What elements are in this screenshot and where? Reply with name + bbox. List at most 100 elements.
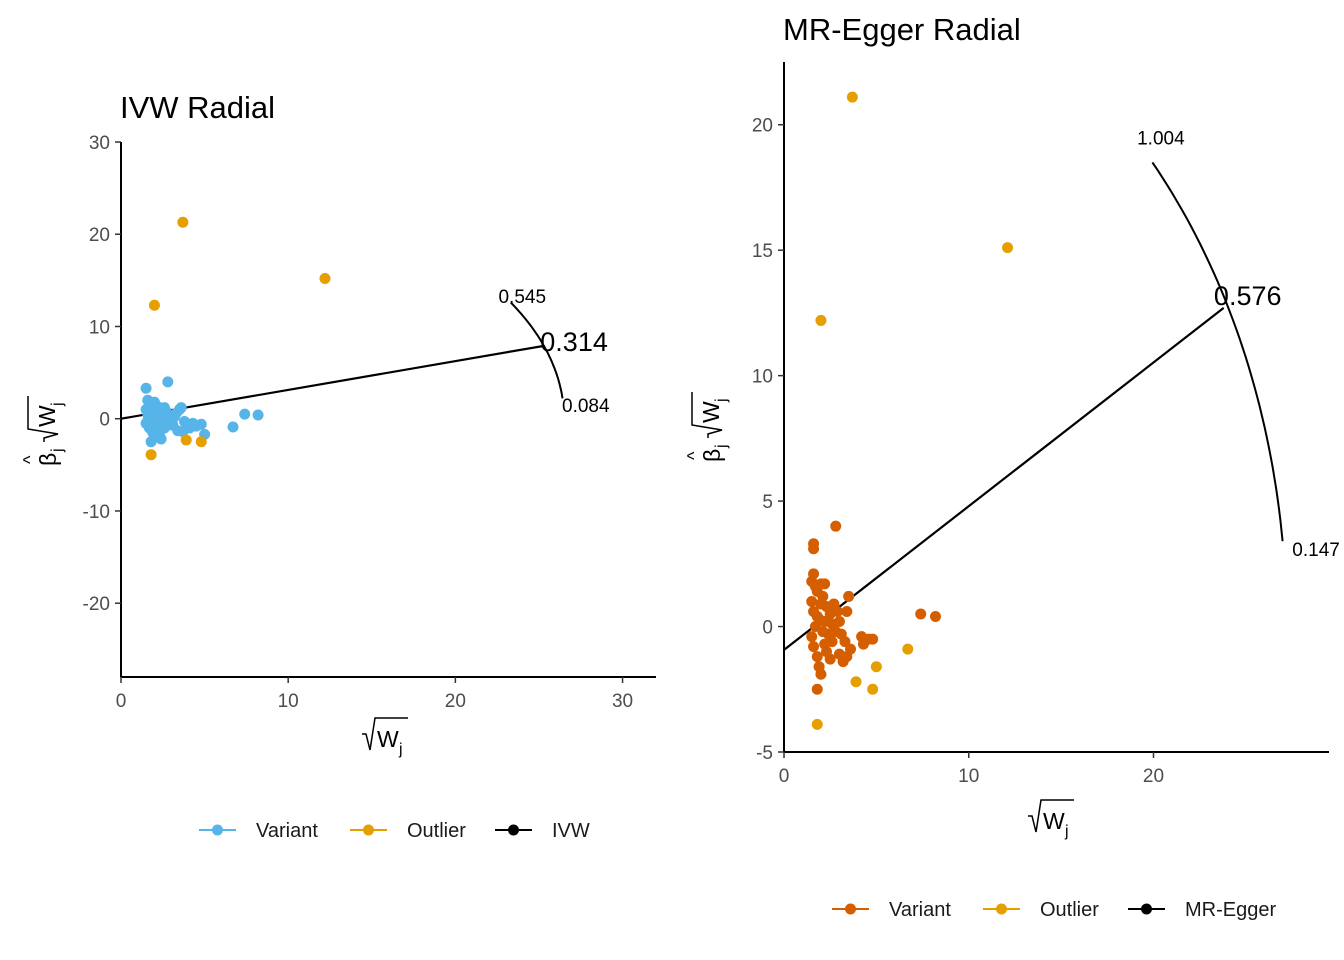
data-point-variant	[806, 631, 818, 643]
svg-text:W: W	[34, 405, 60, 427]
data-point-variant	[830, 626, 842, 638]
x-axis-label: W j	[1028, 799, 1074, 840]
radial-scale-arc	[1151, 161, 1284, 542]
svg-text:β: β	[35, 453, 61, 466]
data-marks	[783, 91, 1284, 730]
data-point-variant	[806, 595, 818, 607]
data-point-outlier	[867, 683, 879, 695]
data-point-variant	[155, 433, 167, 445]
y-tick-label: 20	[752, 116, 773, 137]
data-point-variant	[145, 436, 157, 448]
data-point-variant	[915, 608, 927, 620]
legend-label: Outlier	[1040, 899, 1099, 921]
fit-line	[783, 307, 1225, 651]
y-tick-label: -10	[83, 502, 110, 523]
x-axis-label: W j	[362, 717, 408, 758]
radial-scale-label: 0.147	[1292, 540, 1340, 561]
legend-label: MR-Egger	[1185, 899, 1276, 921]
data-point-variant	[815, 598, 827, 610]
legend-label: Variant	[889, 899, 951, 921]
data-point-variant	[815, 668, 827, 680]
data-point-variant	[832, 605, 844, 617]
data-point-outlier	[195, 436, 207, 448]
legend-label: Outlier	[407, 820, 466, 842]
svg-text:j: j	[713, 444, 730, 449]
y-tick-label: 0	[99, 410, 110, 431]
data-point-outlier	[145, 449, 157, 461]
svg-text:^: ^	[684, 451, 704, 460]
data-point-outlier	[846, 91, 858, 103]
data-point-outlier	[148, 299, 160, 311]
chart-title: MR-Egger Radial	[783, 12, 1021, 47]
radial-scale-label: 0.545	[498, 287, 546, 308]
data-point-variant	[833, 616, 845, 628]
svg-text:j: j	[49, 402, 66, 407]
panel-ivw-radial: IVW Radial 0 10 20 30 -20 -10 0 10 20 30 0.545 0.3…	[20, 90, 656, 842]
data-point-variant	[195, 418, 207, 430]
y-tick-label: 5	[762, 492, 773, 513]
svg-text:β: β	[699, 449, 725, 462]
y-tick-label: 20	[89, 225, 110, 246]
panel-mr-egger-radial: MR-Egger Radial 0 10 20 -5 0 5 10 15 20 1.004 0.5…	[684, 12, 1340, 921]
data-point-variant	[152, 418, 164, 430]
annotations: 0.545 0.314 0.084	[498, 287, 610, 417]
y-tick-label: -20	[83, 594, 110, 615]
data-point-outlier	[319, 273, 331, 285]
data-point-variant	[839, 636, 851, 648]
annotations: 1.004 0.576 0.147	[1137, 128, 1340, 560]
svg-text:j: j	[713, 398, 730, 403]
svg-text:W: W	[1043, 808, 1065, 834]
svg-text:W: W	[377, 726, 399, 752]
data-point-outlier	[870, 661, 882, 673]
data-point-variant	[811, 651, 823, 663]
y-tick-label: 30	[89, 133, 110, 154]
y-tick-label: 10	[752, 367, 773, 388]
data-point-variant	[817, 626, 829, 638]
chart-title: IVW Radial	[120, 90, 275, 125]
x-tick-label: 10	[278, 691, 299, 712]
data-point-variant	[819, 578, 831, 590]
data-point-variant	[867, 633, 879, 645]
legend-item-variant: Variant	[832, 899, 951, 921]
axis-ticks: 0 10 20 -5 0 5 10 15 20	[752, 116, 1164, 787]
radial-scale-label: 1.004	[1137, 128, 1185, 149]
data-point-outlier	[850, 676, 862, 688]
legend-item-variant: Variant	[199, 820, 318, 842]
legend: Variant Outlier MR-Egger	[832, 899, 1276, 921]
data-point-outlier	[180, 434, 192, 446]
radial-scale-label: 0.314	[540, 327, 608, 357]
axis-ticks: 0 10 20 30 -20 -10 0 10 20 30	[83, 133, 634, 712]
data-point-outlier	[811, 718, 823, 730]
legend-label: Variant	[256, 820, 318, 842]
x-tick-label: 0	[116, 691, 127, 712]
data-point-variant	[239, 408, 251, 420]
data-marks	[120, 216, 564, 461]
data-point-variant	[179, 415, 191, 427]
legend-item-ivw: IVW	[495, 820, 590, 842]
data-point-variant	[841, 605, 853, 617]
y-tick-label: 10	[89, 317, 110, 338]
x-tick-label: 20	[445, 691, 466, 712]
data-point-variant	[843, 590, 855, 602]
y-tick-label: 0	[762, 618, 773, 639]
svg-text:j: j	[1064, 823, 1069, 840]
data-point-variant	[819, 616, 831, 628]
x-tick-label: 30	[612, 691, 633, 712]
legend-item-outlier: Outlier	[350, 820, 466, 842]
data-point-variant	[227, 421, 239, 433]
data-point-variant	[252, 409, 264, 421]
data-point-variant	[833, 648, 845, 660]
y-axis-label: β ^ j W j	[20, 396, 66, 466]
y-axis-label: β ^ j W j	[684, 392, 730, 462]
data-point-variant	[826, 636, 838, 648]
data-point-outlier	[177, 216, 189, 228]
y-tick-label: 15	[752, 241, 773, 262]
data-point-outlier	[902, 643, 914, 655]
legend-item-outlier: Outlier	[983, 899, 1099, 921]
data-point-variant	[175, 402, 187, 414]
data-point-variant	[157, 407, 169, 419]
data-point-variant	[830, 520, 842, 532]
data-point-variant	[811, 683, 823, 695]
svg-text:j: j	[398, 741, 403, 758]
